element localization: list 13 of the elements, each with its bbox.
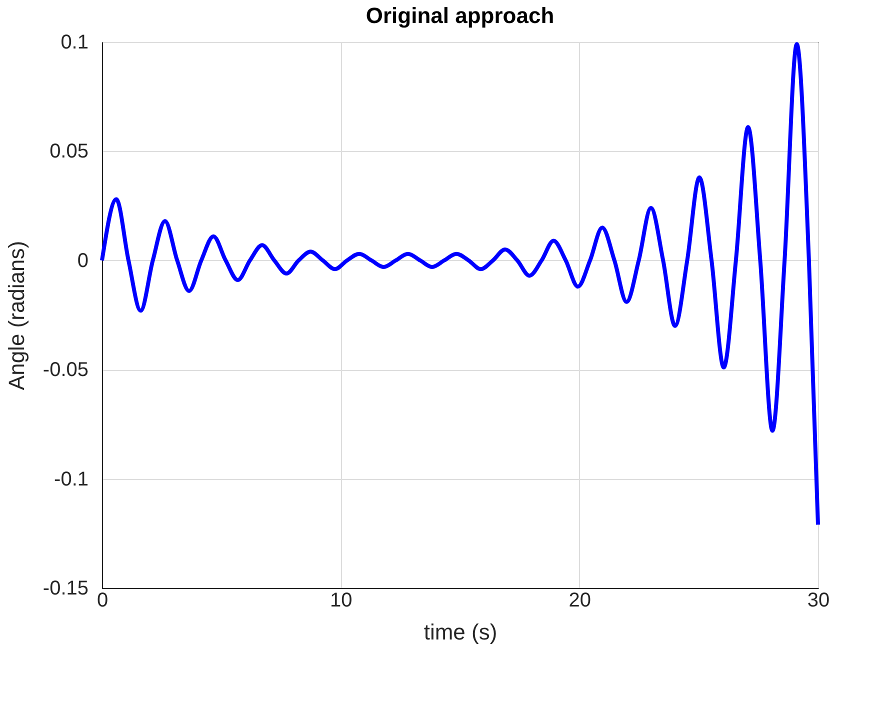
y-tick-label: -0.15 — [42, 578, 88, 600]
y-tick-label: 0.1 — [60, 32, 88, 54]
x-tick-label: 20 — [568, 590, 591, 612]
x-tick-label: 0 — [96, 590, 108, 612]
y-tick-label: -0.05 — [42, 359, 88, 382]
x-tick-label: 10 — [330, 590, 352, 612]
chart-title: Original approach — [366, 3, 554, 28]
x-tick-label: 30 — [807, 590, 830, 612]
x-axis-title: time (s) — [424, 620, 498, 644]
y-tick-label: 0.05 — [50, 140, 88, 163]
y-tick-label: 0 — [77, 250, 88, 272]
y-tick-label: -0.1 — [54, 468, 88, 490]
y-axis-title: Angle (radians) — [4, 240, 29, 390]
